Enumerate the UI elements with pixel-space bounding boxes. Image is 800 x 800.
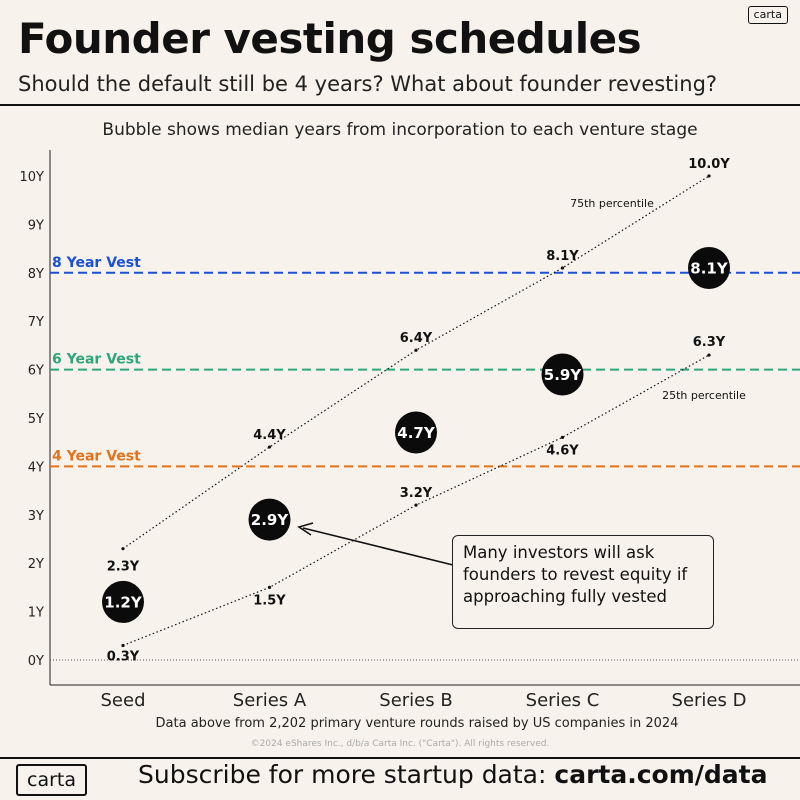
p25-line-point [414,503,418,507]
reference-line-label: 4 Year Vest [52,448,141,464]
median-bubble [102,580,144,623]
bottom-divider [0,757,800,759]
data-source-note: Data above from 2,202 primary venture ro… [155,716,679,731]
p25-value-label: 0.3Y [107,649,140,664]
median-bubble [248,498,291,541]
p75-line-point [707,174,711,178]
median-bubble [395,411,437,454]
p25-line-point [121,643,125,648]
median-value-label: 2.9Y [251,511,290,529]
annotation-arrow [302,527,454,566]
y-tick-label: 4Y [28,460,44,475]
top-divider [0,104,800,106]
brand-badge: carta [747,6,788,24]
p75-line-point [414,348,418,352]
x-category-label: Series D [672,690,747,711]
reference-line-label: 8 Year Vest [52,255,141,271]
p25-value-label: 6.3Y [693,335,726,350]
median-bubble [541,353,584,396]
median-bubble [688,246,730,289]
footer-cta-text: Subscribe for more startup data: [138,760,555,789]
revest-annotation: Many investors will ask founders to reve… [452,535,714,629]
y-tick-label: 3Y [28,509,44,524]
x-category-label: Series A [233,690,307,711]
annotation-arrowhead [297,522,314,536]
p25-value-label: 1.5Y [253,593,286,608]
reference-line-label: 6 Year Vest [52,352,141,368]
carta-logo: carta [16,764,87,796]
x-category-label: Series C [526,690,600,711]
y-tick-label: 6Y [28,364,44,379]
y-tick-label: 8Y [28,267,44,282]
footer-cta[interactable]: Subscribe for more startup data: carta.c… [138,760,767,789]
median-value-label: 5.9Y [544,366,583,384]
x-category-label: Seed [101,690,146,711]
p75-value-label: 8.1Y [546,249,579,264]
page-subtitle: Should the default still be 4 years? Wha… [18,72,718,96]
p25-value-label: 4.6Y [546,443,579,458]
copyright-note: ©2024 eShares Inc., d/b/a Carta Inc. ("C… [250,739,550,749]
x-category-label: Series B [379,690,452,711]
p75-value-label: 6.4Y [400,331,433,346]
p75-series-label: 75th percentile [570,197,654,210]
p75-value-label: 4.4Y [253,428,286,443]
p25-line [122,354,710,647]
p75-value-label: 2.3Y [107,560,140,575]
p25-value-label: 3.2Y [400,486,433,501]
p25-line-point [267,585,272,590]
y-tick-label: 1Y [28,606,44,621]
p75-line-point [121,547,125,551]
p75-line-point [560,266,565,270]
y-tick-label: 9Y [28,218,44,233]
p75-line-point [267,445,272,449]
median-value-label: 8.1Y [690,259,729,277]
p25-line-point [707,353,711,357]
median-value-label: 1.2Y [104,593,143,611]
page-title: Founder vesting schedules [18,14,642,63]
y-tick-label: 7Y [28,315,44,330]
y-tick-label: 10Y [20,170,45,185]
p25-line-point [560,435,565,439]
p75-value-label: 10.0Y [688,157,730,172]
median-value-label: 4.7Y [397,424,436,442]
p25-series-label: 25th percentile [662,389,746,402]
chart-caption: Bubble shows median years from incorpora… [102,120,698,140]
footer-link[interactable]: carta.com/data [554,760,768,789]
y-tick-label: 5Y [28,412,44,427]
y-tick-label: 0Y [28,654,44,669]
y-tick-label: 2Y [28,557,44,572]
